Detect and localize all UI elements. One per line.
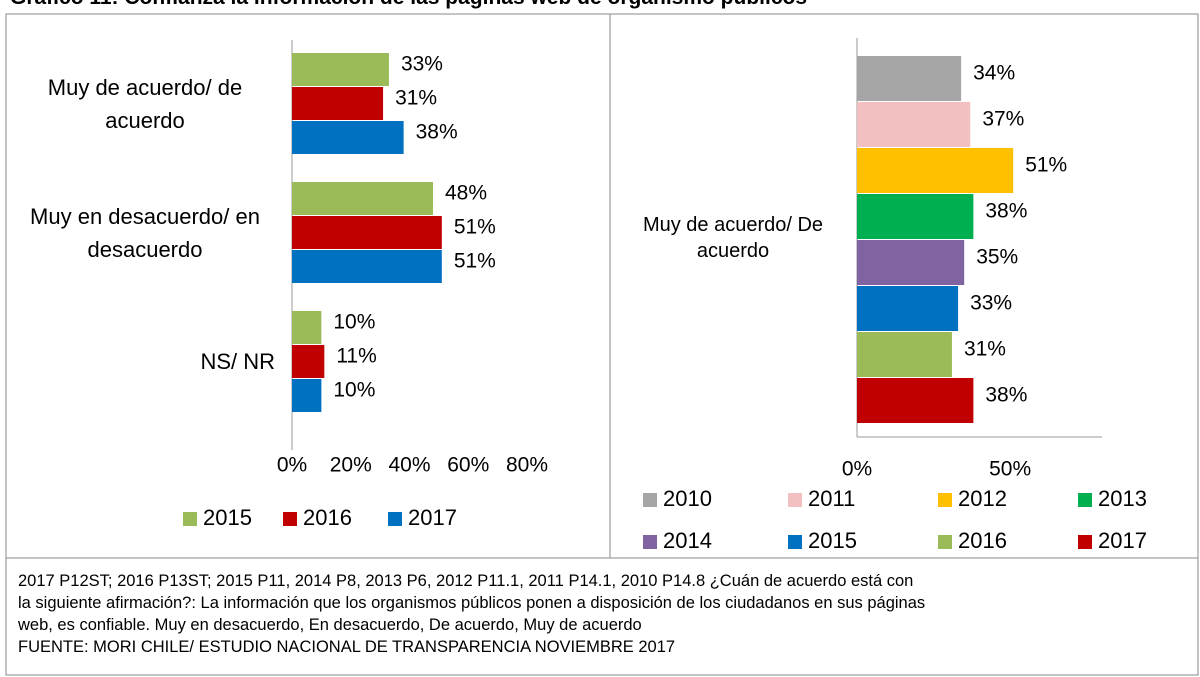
bar — [857, 56, 962, 101]
bar — [292, 345, 325, 378]
x-tick-label: 0% — [277, 454, 307, 477]
bar — [292, 53, 389, 86]
legend-label: 2015 — [203, 505, 252, 530]
legend-label: 2012 — [958, 486, 1007, 511]
note: web, es confiable. Muy en desacuerdo, En… — [18, 616, 642, 634]
legend-label: 2017 — [1098, 528, 1147, 553]
legend-label: 2011 — [808, 486, 855, 511]
x-tick-label: 40% — [388, 454, 430, 477]
value-label: 33% — [401, 53, 443, 76]
bar — [292, 311, 322, 344]
value-label: 38% — [416, 121, 458, 144]
bar — [292, 87, 384, 120]
x-tick-label: 0% — [842, 458, 872, 481]
bar — [857, 378, 974, 423]
value-label: 34% — [973, 62, 1015, 85]
category-label: NS/ NR — [200, 349, 275, 374]
legend-swatch — [643, 493, 657, 507]
note: la siguiente afirmación?: La información… — [18, 594, 926, 612]
bar — [857, 332, 952, 377]
value-label: 35% — [976, 246, 1018, 269]
legend-swatch — [1078, 535, 1092, 549]
legend-swatch — [643, 535, 657, 549]
note: 2017 P12ST; 2016 P13ST; 2015 P11, 2014 P… — [18, 572, 914, 590]
value-label: 48% — [445, 182, 487, 205]
legend-label: 2013 — [1098, 486, 1147, 511]
value-label: 38% — [985, 384, 1027, 407]
value-label: 51% — [454, 250, 496, 273]
x-tick-label: 80% — [506, 454, 548, 477]
value-label: 10% — [333, 311, 375, 334]
category-label: Muy en desacuerdo/ en desacuerdo — [30, 204, 260, 262]
bar — [292, 121, 404, 154]
legend-swatch — [388, 512, 402, 526]
x-tick-label: 60% — [447, 454, 489, 477]
value-label: 38% — [985, 200, 1027, 223]
value-label: 51% — [1025, 154, 1067, 177]
bar — [857, 286, 959, 331]
value-label: 37% — [982, 108, 1024, 131]
bar — [292, 250, 442, 283]
legend-swatch — [283, 512, 297, 526]
legend-swatch — [788, 535, 802, 549]
legend-label: 2016 — [303, 505, 352, 530]
category-label: Muy de acuerdo/ De acuerdo — [642, 214, 824, 262]
bar — [292, 379, 322, 412]
note: FUENTE: MORI CHILE/ ESTUDIO NACIONAL DE … — [18, 638, 676, 656]
bar — [292, 216, 442, 249]
legend-label: 2017 — [408, 505, 457, 530]
bar — [857, 148, 1014, 193]
value-label: 31% — [395, 87, 437, 110]
value-label: 33% — [970, 292, 1012, 315]
value-label: 31% — [964, 338, 1006, 361]
bar — [857, 194, 974, 239]
legend-label: 2015 — [808, 528, 857, 553]
value-label: 51% — [454, 216, 496, 239]
legend-label: 2014 — [663, 528, 712, 553]
x-tick-label: 20% — [330, 454, 372, 477]
bar — [857, 240, 965, 285]
legend-label: 2010 — [663, 486, 712, 511]
title: Gráfico 11: Confianza la información de … — [10, 0, 807, 10]
legend-label: 2016 — [958, 528, 1007, 553]
legend-swatch — [788, 493, 802, 507]
bar — [292, 182, 433, 215]
category-label: Muy de acuerdo/ de acuerdo — [47, 75, 243, 133]
frame — [5, 13, 1199, 676]
value-label: 11% — [336, 345, 376, 368]
bar — [857, 102, 971, 147]
legend-swatch — [1078, 493, 1092, 507]
legend-swatch — [183, 512, 197, 526]
legend-swatch — [938, 493, 952, 507]
value-label: 10% — [333, 379, 375, 402]
legend-swatch — [938, 535, 952, 549]
x-tick-label: 50% — [989, 458, 1031, 481]
